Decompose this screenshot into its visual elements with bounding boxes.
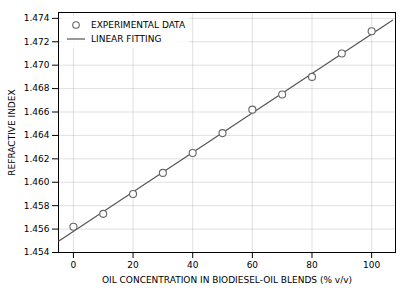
- svg-text:1.466: 1.466: [24, 107, 50, 117]
- svg-text:1.454: 1.454: [24, 247, 50, 257]
- svg-text:100: 100: [363, 260, 380, 270]
- svg-text:1.470: 1.470: [24, 60, 50, 70]
- svg-text:1.462: 1.462: [24, 154, 50, 164]
- svg-text:1.464: 1.464: [24, 130, 50, 140]
- svg-text:60: 60: [247, 260, 259, 270]
- html-text:LINEAR FITTING: LINEAR FITTING: [91, 34, 162, 44]
- svg-text:OIL CONCENTRATION IN BIODIESEL: OIL CONCENTRATION IN BIODIESEL-OIL BLEND…: [102, 275, 352, 285]
- svg-text:80: 80: [306, 260, 318, 270]
- svg-text:1.460: 1.460: [24, 177, 50, 187]
- svg-text:0: 0: [71, 260, 77, 270]
- svg-text:1.472: 1.472: [24, 37, 50, 47]
- svg-text:40: 40: [187, 260, 199, 270]
- svg-text:1.456: 1.456: [24, 224, 50, 234]
- html-text:EXPERIMENTAL DATA: EXPERIMENTAL DATA: [91, 20, 186, 30]
- svg-text:1.468: 1.468: [24, 83, 50, 93]
- svg-text:REFRACTIVE INDEX: REFRACTIVE INDEX: [7, 89, 17, 175]
- svg-text:1.474: 1.474: [24, 13, 50, 23]
- svg-text:20: 20: [127, 260, 139, 270]
- svg-text:1.458: 1.458: [24, 201, 50, 211]
